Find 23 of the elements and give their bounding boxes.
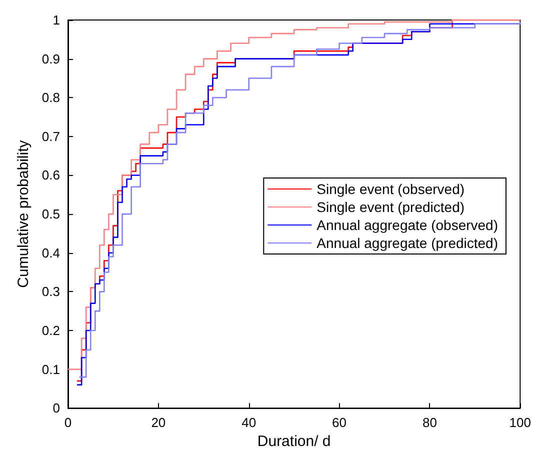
- y-tick-label: 0.9: [42, 51, 60, 66]
- y-tick-label: 0.5: [42, 206, 60, 222]
- y-tick-label: 0.8: [42, 90, 60, 106]
- legend-label: Annual aggregate (predicted): [316, 235, 498, 251]
- y-tick-label: 0.1: [42, 362, 60, 377]
- y-tick-label: 0.3: [42, 284, 60, 300]
- x-tick-label: 20: [151, 415, 166, 430]
- y-tick-label: 0.7: [42, 128, 60, 144]
- y-tick-label: 0.4: [42, 245, 60, 260]
- legend-label: Annual aggregate (observed): [316, 217, 498, 233]
- x-tick-label: 60: [332, 415, 347, 430]
- y-tick-label: 0: [52, 400, 60, 416]
- x-axis-title: Duration/ d: [257, 433, 331, 450]
- x-tick-label: 80: [422, 415, 437, 430]
- y-tick-label: 0.2: [42, 322, 60, 338]
- legend-label: Single event (predicted): [316, 199, 465, 215]
- y-tick-label: 0.6: [42, 168, 60, 183]
- y-tick-label: 1: [52, 12, 60, 28]
- x-tick-label: 40: [242, 415, 256, 430]
- x-tick-label: 0: [64, 415, 72, 430]
- legend-label: Single event (observed): [316, 181, 465, 197]
- y-axis-title: Cumulative probability: [15, 140, 32, 288]
- x-tick-label: 100: [509, 415, 532, 430]
